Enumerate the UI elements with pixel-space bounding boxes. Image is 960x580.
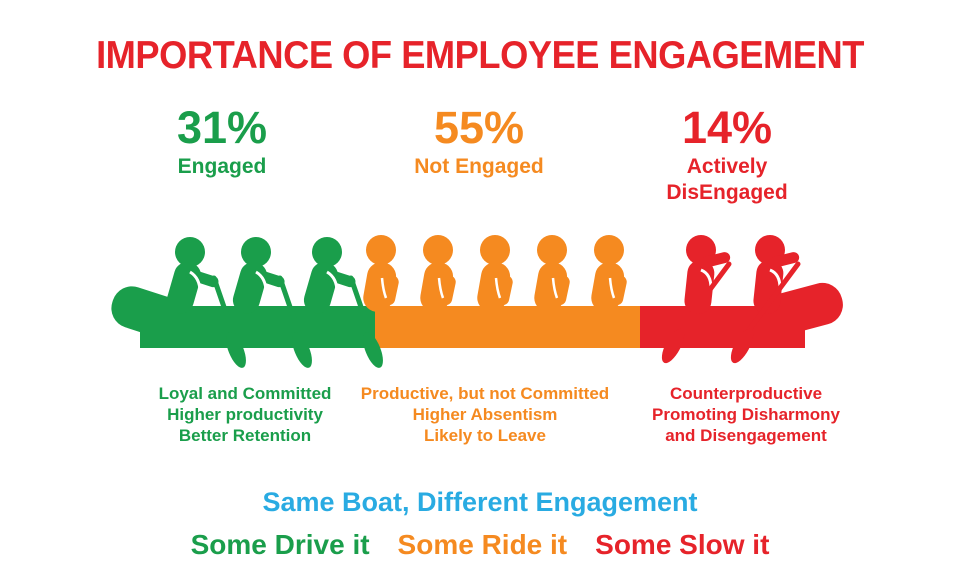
- passenger-sitting-icon: [477, 235, 513, 313]
- page-title: IMPORTANCE OF EMPLOYEE ENGAGEMENT: [96, 34, 864, 77]
- passenger-sitting-icon: [591, 235, 627, 313]
- footer-phrases: Some Drive it Some Ride it Some Slow it: [0, 528, 960, 562]
- phrase-some-ride-it: Some Ride it: [397, 529, 568, 560]
- caption-line: Counterproductive: [669, 384, 823, 403]
- caption-line: Likely to Leave: [424, 426, 546, 445]
- stat-not-engaged-label: Not Engaged: [414, 155, 544, 178]
- caption-line: and Disengagement: [665, 426, 827, 445]
- stat-actively-disengaged-percent: 14%: [681, 102, 773, 153]
- caption-engaged: Loyal and Committed Higher productivity …: [115, 383, 375, 446]
- rower-forward-icon: [303, 237, 383, 368]
- hull-segment-actively-disengaged: [640, 306, 805, 348]
- caption-not-engaged: Productive, but not Committed Higher Abs…: [355, 383, 615, 446]
- rower-forward-icon: [232, 237, 312, 368]
- passenger-sitting-icon: [420, 235, 456, 313]
- boat-illustration: [111, 235, 843, 368]
- phrase-some-drive-it: Some Drive it: [190, 529, 370, 560]
- hull-segment-not-engaged: [375, 306, 640, 348]
- caption-line: Higher productivity: [167, 405, 323, 424]
- caption-line: Better Retention: [178, 426, 312, 445]
- stat-not-engaged-percent: 55%: [433, 102, 525, 153]
- caption-line: Higher Absentism: [412, 405, 558, 424]
- rower-forward-icon: [166, 237, 246, 368]
- phrase-some-slow-it: Some Slow it: [595, 529, 770, 560]
- stat-engaged-label: Engaged: [177, 155, 267, 178]
- caption-line: Loyal and Committed: [158, 384, 332, 403]
- stat-actively-disengaged: 14% Actively DisEngaged: [617, 104, 837, 206]
- hull-segment-engaged: [140, 306, 375, 348]
- stat-actively-disengaged-label: Actively DisEngaged: [666, 155, 788, 204]
- footer-heading: Same Boat, Different Engagement: [262, 487, 698, 517]
- stat-not-engaged: 55% Not Engaged: [369, 104, 589, 180]
- caption-line: Productive, but not Committed: [360, 384, 610, 403]
- rower-backward-icon: [661, 235, 732, 364]
- passenger-sitting-icon: [534, 235, 570, 313]
- caption-line: Promoting Disharmony: [652, 405, 840, 424]
- caption-actively-disengaged: Counterproductive Promoting Disharmony a…: [616, 383, 876, 446]
- stat-engaged-percent: 31%: [176, 102, 268, 153]
- passenger-sitting-icon: [363, 235, 399, 313]
- stat-engaged: 31% Engaged: [112, 104, 332, 180]
- rower-backward-icon: [730, 235, 801, 364]
